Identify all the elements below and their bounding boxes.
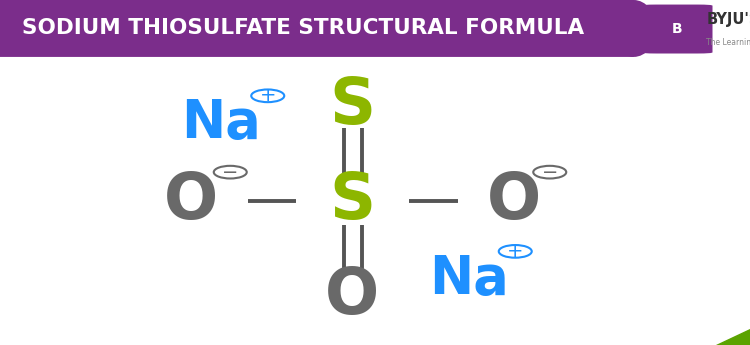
Circle shape bbox=[214, 166, 247, 178]
Text: O: O bbox=[487, 170, 541, 232]
Text: BYJU'S: BYJU'S bbox=[706, 12, 750, 27]
Text: The Learning App: The Learning App bbox=[706, 38, 750, 47]
FancyBboxPatch shape bbox=[0, 0, 634, 57]
Polygon shape bbox=[716, 329, 750, 345]
Text: S: S bbox=[329, 75, 376, 137]
Circle shape bbox=[499, 245, 532, 258]
Text: −: − bbox=[542, 162, 558, 182]
Text: S: S bbox=[329, 170, 376, 232]
Text: +: + bbox=[260, 86, 276, 105]
Circle shape bbox=[251, 89, 284, 102]
Text: Na: Na bbox=[182, 97, 261, 149]
Text: B: B bbox=[671, 22, 682, 36]
Circle shape bbox=[533, 166, 566, 178]
Text: O: O bbox=[164, 170, 218, 232]
Ellipse shape bbox=[611, 0, 656, 57]
Text: +: + bbox=[507, 242, 524, 261]
Text: −: − bbox=[222, 162, 238, 182]
Text: SODIUM THIOSULFATE STRUCTURAL FORMULA: SODIUM THIOSULFATE STRUCTURAL FORMULA bbox=[22, 19, 585, 38]
Text: Na: Na bbox=[429, 253, 508, 305]
FancyBboxPatch shape bbox=[641, 4, 712, 53]
Text: O: O bbox=[326, 265, 380, 327]
